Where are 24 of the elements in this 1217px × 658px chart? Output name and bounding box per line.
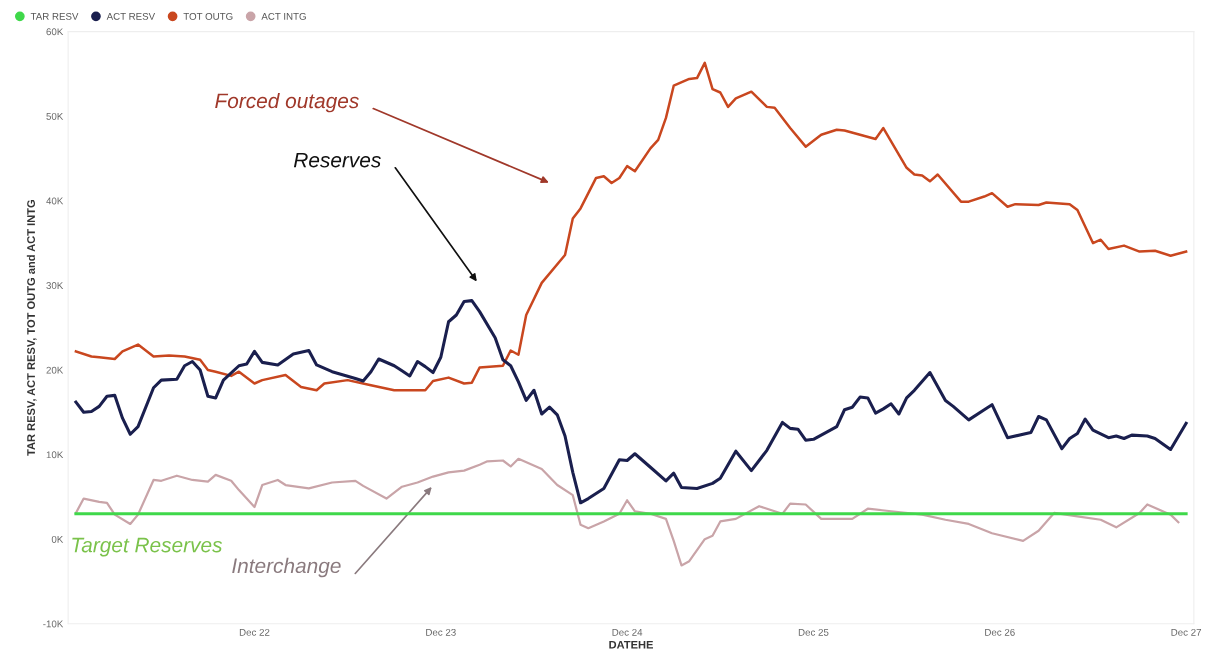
y-tick-label: 40K	[46, 197, 64, 205]
annotation: Reserves	[293, 152, 381, 168]
annotation: Interchange	[232, 557, 341, 578]
y-tick-label: 0K	[51, 535, 64, 543]
x-tick-label: Dec 23	[426, 628, 456, 636]
annotation: Forced outages	[215, 92, 359, 113]
y-tick-label: 20K	[46, 366, 64, 374]
y-tick-label: 60K	[46, 28, 64, 36]
x-tick-label: Dec 27	[1171, 628, 1202, 636]
y-tick-label: 30K	[46, 282, 64, 289]
legend-label: ACT RESV	[106, 12, 156, 20]
x-tick-label: Dec 22	[239, 628, 270, 636]
x-tick-label: Dec 26	[985, 628, 1015, 636]
legend-label: TOT OUTG	[183, 12, 233, 20]
legend-label: TAR RESV	[30, 12, 79, 20]
x-tick-label: Dec 25	[798, 628, 829, 636]
y-axis-title: TAR RESV, ACT RESV, TOT OUTG and ACT INTG	[26, 200, 37, 456]
legend-label: ACT INTG	[261, 12, 306, 20]
x-axis-title: DATEHE	[609, 640, 654, 649]
x-tick-label: Dec 24	[612, 628, 643, 636]
y-tick-label: 50K	[46, 112, 64, 120]
annotation: Target Reserves	[72, 537, 223, 557]
y-tick-label: 10K	[46, 451, 64, 459]
y-tick-label: -10K	[43, 620, 64, 628]
